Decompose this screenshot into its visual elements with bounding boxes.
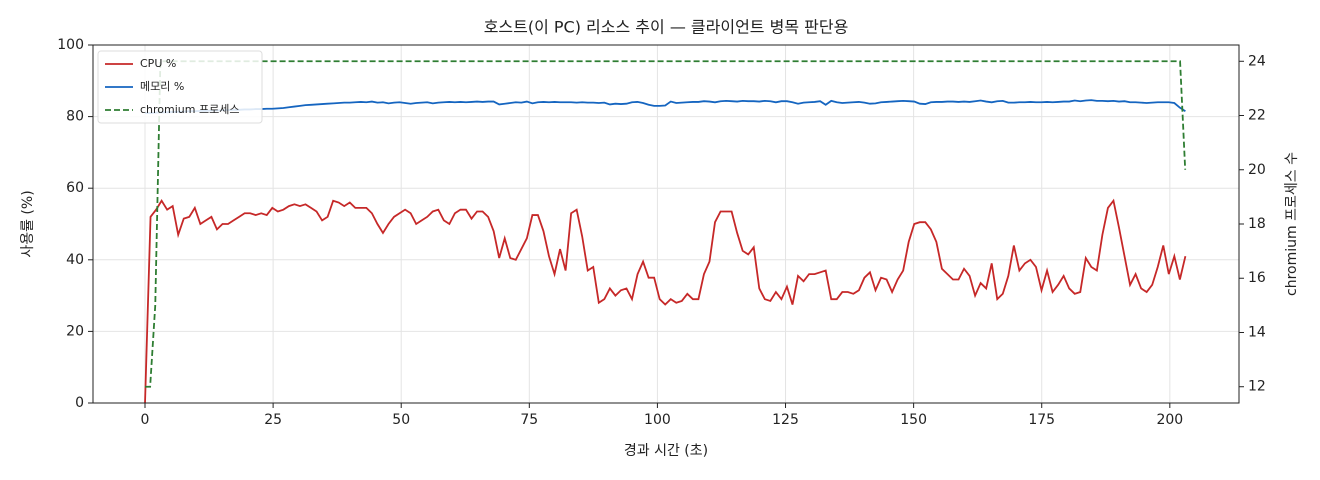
y2-tick-label: 14	[1248, 324, 1266, 340]
x-tick-label: 200	[1156, 412, 1183, 428]
y-tick-label: 40	[66, 252, 84, 268]
y-tick-label: 20	[66, 323, 84, 339]
legend: CPU % 메모리 % chromium 프로세스	[97, 50, 263, 124]
x-tick-label: 0	[141, 412, 150, 428]
y2-tick-label: 18	[1248, 216, 1266, 232]
legend-box	[97, 50, 263, 124]
chart-title: 호스트(이 PC) 리소스 추이 — 클라이언트 병목 판단용	[484, 18, 849, 37]
x-tick-label: 100	[644, 412, 671, 428]
y-tick-label: 80	[66, 109, 84, 125]
y-tick-label: 100	[57, 37, 84, 53]
legend-label: CPU %	[140, 57, 176, 70]
x-tick-label: 25	[264, 412, 282, 428]
legend-label: chromium 프로세스	[140, 103, 239, 116]
y2-tick-label: 16	[1248, 270, 1266, 286]
x-tick-label: 75	[520, 412, 538, 428]
series-line	[145, 99, 1186, 114]
y2-tick-label: 22	[1248, 108, 1266, 124]
x-tick-label: 150	[900, 412, 927, 428]
y2-tick-label: 20	[1248, 162, 1266, 178]
y2-tick-label: 12	[1248, 379, 1266, 395]
y-axis-label: 사용률 (%)	[20, 190, 36, 257]
plot-frame	[92, 44, 1240, 404]
y2-axis-label: chromium 프로세스 수	[1284, 152, 1300, 296]
series-line	[144, 198, 1187, 404]
series-line	[145, 60, 1187, 388]
y-tick-label: 60	[66, 180, 84, 196]
legend-label: 메모리 %	[140, 80, 184, 93]
x-tick-label: 175	[1028, 412, 1055, 428]
y2-tick-label: 24	[1248, 53, 1266, 69]
x-tick-label: 50	[392, 412, 410, 428]
x-axis-label: 경과 시간 (초)	[624, 443, 708, 459]
y-tick-label: 0	[75, 395, 84, 411]
x-tick-label: 125	[772, 412, 799, 428]
